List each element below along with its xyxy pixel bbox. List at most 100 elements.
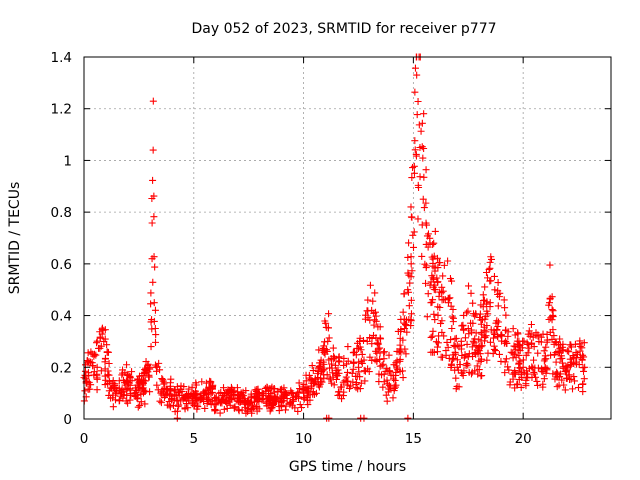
x-tick-label: 15 [405,431,422,447]
data-point [410,228,418,236]
data-point [349,365,357,373]
data-point [307,375,315,383]
data-point [581,363,589,371]
data-point [87,358,95,366]
data-point [457,345,465,353]
data-point [469,337,477,345]
data-point [378,371,386,379]
data-point [461,334,469,342]
data-point [556,335,564,343]
axis-ticks: 0 5 10 15 20 0 0.2 0.4 0.6 0.8 1 1.2 1.4 [51,50,611,447]
data-point [360,414,368,422]
data-point [546,299,554,307]
data-point [502,337,510,345]
data-point [224,388,232,396]
data-point [502,355,510,363]
data-point [434,264,442,272]
data-point [399,374,407,382]
data-point [546,261,554,269]
data-point [348,369,356,377]
data-point [93,339,101,347]
data-point [396,355,404,363]
data-point [149,278,157,286]
data-point [349,348,357,356]
data-point [439,272,447,280]
data-point [457,369,465,377]
data-point [541,363,549,371]
data-point [481,283,489,291]
data-point [389,394,397,402]
data-point [251,386,259,394]
data-point [111,380,119,388]
data-point [407,260,415,268]
data-point [323,347,331,355]
data-point [433,278,441,286]
data-point [510,350,518,358]
data-point [181,394,189,402]
data-point [157,399,165,407]
data-point [336,391,344,399]
data-point [315,346,323,354]
data-point [402,350,410,358]
data-point [391,376,399,384]
data-point [281,406,289,414]
data-point [578,344,586,352]
data-point [505,366,513,374]
data-point [265,401,273,409]
data-point [399,308,407,316]
data-point [392,368,400,376]
data-point [386,385,394,393]
data-point [411,137,419,145]
data-point [385,381,393,389]
data-point [190,394,198,402]
data-point [145,373,153,381]
data-point [309,388,317,396]
data-point [204,396,212,404]
data-point [409,164,417,172]
data-point [97,367,105,375]
data-point [467,370,475,378]
data-point [380,348,388,356]
data-point [462,362,470,370]
data-point [422,240,430,248]
data-point [533,377,541,385]
data-point [118,388,126,396]
data-point [514,329,522,337]
data-point [325,310,333,318]
data-point [235,407,243,415]
data-point [146,363,154,371]
data-point [371,289,379,297]
data-point [159,376,167,384]
data-point [175,401,183,409]
data-point [96,333,104,341]
data-point [332,370,340,378]
data-point [201,404,209,412]
data-point [465,350,473,358]
data-point [530,356,538,364]
data-point [205,390,213,398]
data-point [407,203,415,211]
data-point [420,110,428,118]
data-point [127,391,135,399]
data-point [415,183,423,191]
data-point [325,414,333,422]
data-point [105,391,113,399]
data-point [525,344,533,352]
data-point [396,341,404,349]
data-point [216,409,224,417]
data-point [435,292,443,300]
data-point [486,299,494,307]
data-point [411,64,419,72]
data-point [319,344,327,352]
data-point [480,297,488,305]
data-point [325,334,333,342]
data-point [477,372,485,380]
data-point [171,386,179,394]
data-point [368,356,376,364]
data-point [159,377,167,385]
data-point [166,403,174,411]
data-point [460,326,468,334]
data-point [509,325,517,333]
data-point [437,353,445,361]
data-point [162,385,170,393]
